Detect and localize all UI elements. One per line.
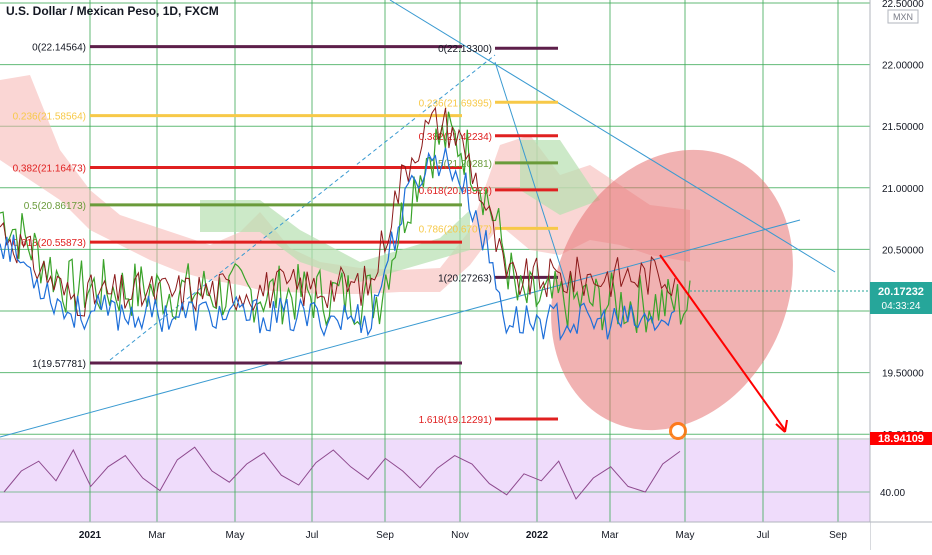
x-tick-label-8: May [676, 530, 695, 541]
x-tick-label-6: 2022 [526, 530, 549, 541]
conversion-line [0, 106, 676, 317]
fib-left-label-2: 0.382(21.16473) [13, 164, 86, 175]
falling-trendline [389, 0, 836, 273]
chart-title: U.S. Dollar / Mexican Peso, 1D, FXCM [6, 4, 219, 18]
target-zone-ellipse [551, 149, 793, 431]
target-price-value: 18.94109 [878, 433, 924, 445]
kumo-cloud-1 [200, 200, 470, 282]
rising-trendline [0, 219, 801, 438]
fib-right-label-6: 1(20.27263) [438, 273, 492, 284]
price-line [0, 147, 676, 342]
fib-left-label-4: 0.618(20.55873) [13, 238, 86, 249]
fib-right-label-1: 0.236(21.69395) [419, 98, 492, 109]
x-tick-label-1: Mar [148, 530, 166, 541]
y-tick-label-2: 21.50000 [882, 122, 924, 133]
fib-left-label-0: 0(22.14564) [32, 43, 86, 54]
currency-badge-label: MXN [893, 12, 913, 22]
time-axis-bg [0, 522, 870, 550]
projection-arrow [659, 254, 786, 431]
x-tick-label-4: Sep [376, 530, 394, 541]
y-tick-label-3: 21.00000 [882, 184, 924, 195]
fib-right-label-7: 1.618(19.12291) [419, 415, 492, 426]
fib-right-label-3: 0.5(21.20281) [430, 159, 492, 170]
last-price-value: 20.17232 [878, 286, 924, 298]
kumo-cloud-0 [0, 75, 690, 294]
fib-right-label-4: 0.618(20.98329) [419, 186, 492, 197]
price-axis-bg [870, 0, 932, 550]
x-tick-label-3: Jul [306, 530, 319, 541]
rsi-line [3, 446, 681, 500]
event-flag-inner [672, 425, 684, 437]
kumo-cloud-2 [520, 140, 600, 215]
fib-left-label-3: 0.5(20.86173) [24, 201, 86, 212]
rsi-pane-bg [0, 440, 870, 522]
fib-left-diagonal [494, 61, 569, 291]
x-tick-label-0: 2021 [79, 530, 102, 541]
lagging-span-line [0, 111, 691, 334]
target-price-tag [870, 432, 932, 445]
y-tick-label-4: 20.50000 [882, 245, 924, 256]
fib-left-label-1: 0.236(21.58564) [13, 112, 86, 123]
currency-badge [887, 9, 919, 24]
y-tick-label-0: 22.50000 [882, 0, 924, 10]
last-price-tag [870, 282, 932, 314]
fib-right-label-5: 0.786(20.67077) [419, 224, 492, 235]
x-tick-label-9: Jul [757, 530, 770, 541]
fib-right-label-0: 0(22.13300) [438, 44, 492, 55]
bar-countdown: 04:33:24 [882, 301, 921, 312]
x-tick-label-10: Sep [829, 530, 847, 541]
fib-right-diagonal [109, 54, 496, 361]
projection-arrow-head [775, 419, 788, 433]
y-tick-label-1: 22.00000 [882, 61, 924, 72]
fib-left-label-5: 1(19.57781) [32, 359, 86, 370]
x-tick-label-7: Mar [601, 530, 619, 541]
x-tick-label-2: May [226, 530, 245, 541]
y-tick-label-5: 19.50000 [882, 369, 924, 380]
x-tick-label-5: Nov [451, 530, 469, 541]
rsi-tick-label: 40.00 [880, 488, 905, 499]
